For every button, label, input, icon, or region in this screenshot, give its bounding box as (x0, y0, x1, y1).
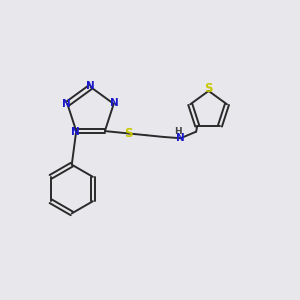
Text: N: N (62, 99, 70, 109)
Text: N: N (110, 98, 119, 108)
Text: N: N (176, 133, 185, 143)
Text: N: N (71, 127, 80, 137)
Text: S: S (204, 82, 213, 95)
Text: H: H (175, 127, 182, 136)
Text: N: N (86, 81, 95, 91)
Text: S: S (124, 127, 133, 140)
